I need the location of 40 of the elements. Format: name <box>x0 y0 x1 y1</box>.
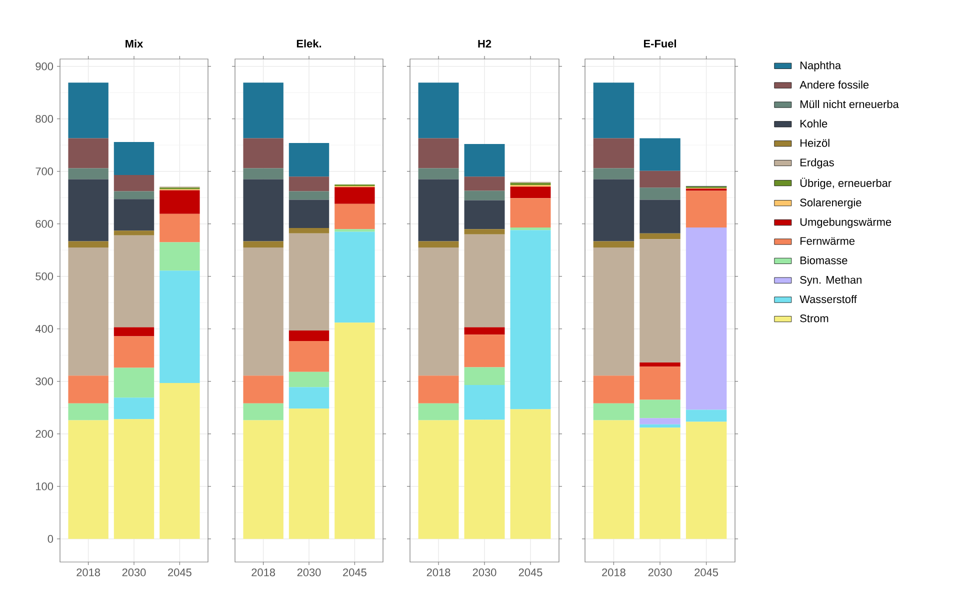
y-tick-label: 900 <box>36 62 54 70</box>
legend-label: Erdgas <box>800 158 834 168</box>
x-tick-label: 2018 <box>252 568 276 576</box>
legend-label: Wasserstoff <box>800 295 857 304</box>
chart-title: H2 <box>478 40 492 48</box>
x-tick-label: 2030 <box>297 568 321 576</box>
y-tick-label: 100 <box>36 482 54 490</box>
y-tick-label: 200 <box>36 430 54 438</box>
legend-label: Solarenergie <box>800 198 862 209</box>
chart-title: Mix <box>126 40 144 48</box>
x-tick-label: 2018 <box>426 568 450 576</box>
x-tick-label: 2018 <box>76 568 100 576</box>
legend-label: Syn. Methan <box>800 276 862 286</box>
chart-title: E-Fuel <box>644 39 676 48</box>
x-tick-label: 2018 <box>602 568 626 576</box>
legend-label: Heizöl <box>800 138 830 147</box>
y-tick-label: 400 <box>35 325 54 333</box>
x-tick-label: 2045 <box>168 568 192 576</box>
legend-label: Andere fossile <box>800 80 869 89</box>
x-tick-label: 2045 <box>518 568 542 576</box>
x-tick-label: 2045 <box>343 568 366 576</box>
x-tick-label: 2030 <box>648 568 672 576</box>
legend-label: Umgebungswärme <box>800 218 892 228</box>
y-tick-label: 700 <box>36 167 54 176</box>
y-tick-label: 800 <box>36 114 54 123</box>
legend-label: Kohle <box>800 119 828 128</box>
chart-title: Elek. <box>296 39 322 48</box>
x-tick-label: 2030 <box>472 568 496 576</box>
legend-label: Biomasse <box>800 256 848 264</box>
y-tick-label: 500 <box>36 272 54 280</box>
legend-label: Übrige, erneuerbar <box>800 178 892 190</box>
legend-label: Strom <box>800 314 828 322</box>
legend-label: Fernwärme <box>800 237 855 245</box>
x-tick-label: 2045 <box>694 568 718 576</box>
x-tick-label: 2030 <box>122 568 146 576</box>
legend-label: Naphtha <box>800 61 842 72</box>
y-tick-label: 600 <box>36 220 54 228</box>
y-tick-label: 0 <box>48 535 54 543</box>
legend-label: Müll nicht erneuerba <box>800 100 899 108</box>
y-tick-label: 300 <box>36 378 54 386</box>
